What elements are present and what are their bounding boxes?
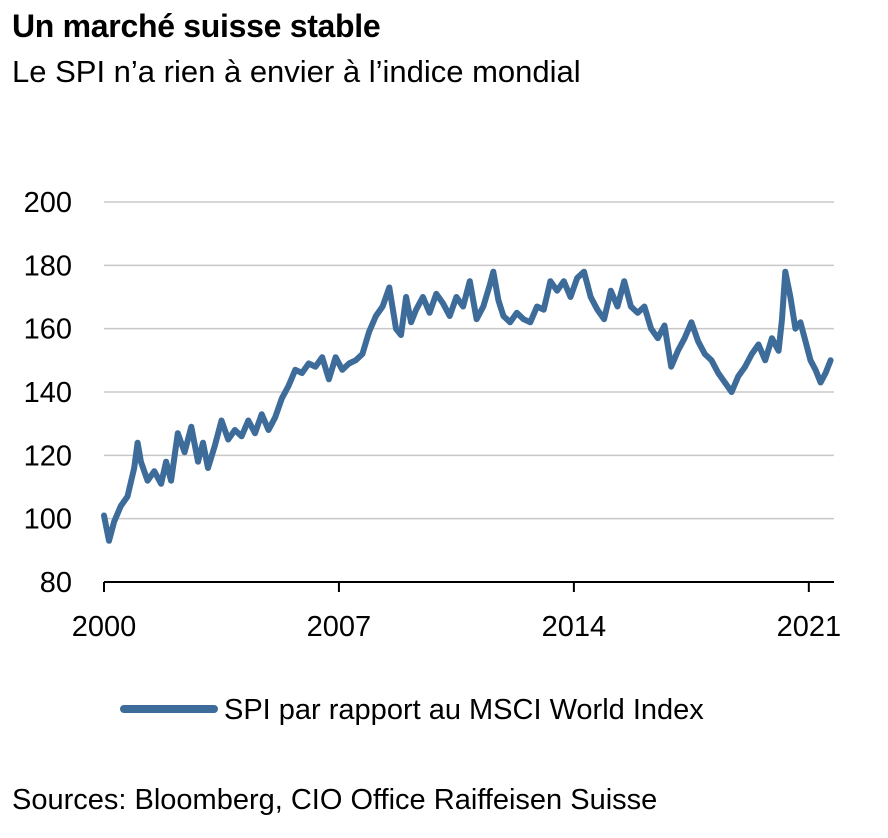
y-axis-tick-labels: 80 100 120 140 160 180 200 (24, 187, 72, 599)
y-tick-label-180: 180 (24, 250, 72, 282)
y-tick-label-160: 160 (24, 314, 72, 346)
chart-subtitle: Le SPI n’a rien à envier à l’indice mond… (12, 54, 581, 89)
series-line-0 (101, 268, 834, 544)
x-axis-tick-labels: 2000 2007 2014 2021 (72, 611, 841, 643)
x-axis (103, 581, 834, 592)
y-tick-label-200: 200 (24, 187, 72, 219)
series-group (101, 268, 834, 544)
source-note: Sources: Bloomberg, CIO Office Raiffeise… (12, 784, 658, 816)
y-tick-label-100: 100 (24, 504, 72, 536)
legend-label: SPI par rapport au MSCI World Index (224, 694, 704, 726)
chart-title: Un marché suisse stable (12, 8, 381, 44)
x-tick-label-2014: 2014 (542, 611, 607, 643)
legend: SPI par rapport au MSCI World Index (120, 694, 704, 726)
y-tick-label-120: 120 (24, 440, 72, 472)
x-tick-label-2021: 2021 (777, 611, 842, 643)
y-tick-label-80: 80 (40, 567, 72, 599)
grid-lines (104, 201, 834, 520)
x-tick-label-2007: 2007 (307, 611, 372, 643)
x-tick-label-2000: 2000 (72, 611, 137, 643)
y-tick-label-140: 140 (24, 377, 72, 409)
